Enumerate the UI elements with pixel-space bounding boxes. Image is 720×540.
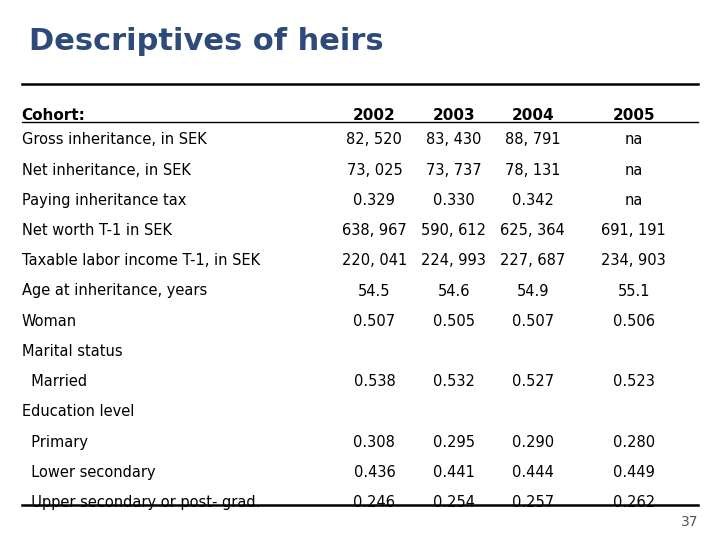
Text: 88, 791: 88, 791 (505, 132, 561, 147)
Text: 0.538: 0.538 (354, 374, 395, 389)
Text: Primary: Primary (22, 435, 88, 450)
Text: 0.449: 0.449 (613, 465, 654, 480)
Text: Marital status: Marital status (22, 344, 122, 359)
Text: 0.330: 0.330 (433, 193, 474, 208)
Text: 0.290: 0.290 (512, 435, 554, 450)
Text: 54.6: 54.6 (437, 284, 470, 299)
Text: 55.1: 55.1 (617, 284, 650, 299)
Text: na: na (624, 132, 643, 147)
Text: 82, 520: 82, 520 (346, 132, 402, 147)
Text: na: na (624, 193, 643, 208)
Text: 37: 37 (681, 515, 698, 529)
Text: Taxable labor income T-1, in SEK: Taxable labor income T-1, in SEK (22, 253, 260, 268)
Text: 0.280: 0.280 (613, 435, 654, 450)
Text: 0.308: 0.308 (354, 435, 395, 450)
Text: Woman: Woman (22, 314, 77, 329)
Text: 220, 041: 220, 041 (342, 253, 407, 268)
Text: Net worth T-1 in SEK: Net worth T-1 in SEK (22, 223, 171, 238)
Text: 0.507: 0.507 (512, 314, 554, 329)
Text: 227, 687: 227, 687 (500, 253, 565, 268)
Text: 625, 364: 625, 364 (500, 223, 565, 238)
Text: 0.254: 0.254 (433, 495, 474, 510)
Text: 0.295: 0.295 (433, 435, 474, 450)
Text: Paying inheritance tax: Paying inheritance tax (22, 193, 186, 208)
Text: 0.257: 0.257 (512, 495, 554, 510)
Text: 2004: 2004 (511, 108, 554, 123)
Text: 691, 191: 691, 191 (601, 223, 666, 238)
Text: 54.5: 54.5 (358, 284, 391, 299)
Text: Descriptives of heirs: Descriptives of heirs (29, 27, 384, 56)
Text: 0.507: 0.507 (354, 314, 395, 329)
Text: 0.444: 0.444 (512, 465, 554, 480)
Text: 2005: 2005 (612, 108, 655, 123)
Text: Age at inheritance, years: Age at inheritance, years (22, 284, 207, 299)
Text: 0.441: 0.441 (433, 465, 474, 480)
Text: Upper secondary or post- grad.: Upper secondary or post- grad. (22, 495, 260, 510)
Text: 83, 430: 83, 430 (426, 132, 481, 147)
Text: Lower secondary: Lower secondary (22, 465, 156, 480)
Text: Gross inheritance, in SEK: Gross inheritance, in SEK (22, 132, 207, 147)
Text: 224, 993: 224, 993 (421, 253, 486, 268)
Text: Education level: Education level (22, 404, 134, 420)
Text: 0.505: 0.505 (433, 314, 474, 329)
Text: 0.506: 0.506 (613, 314, 654, 329)
Text: Cohort:: Cohort: (22, 108, 86, 123)
Text: 73, 737: 73, 737 (426, 163, 482, 178)
Text: 0.527: 0.527 (512, 374, 554, 389)
Text: 0.436: 0.436 (354, 465, 395, 480)
Text: 54.9: 54.9 (516, 284, 549, 299)
Text: na: na (624, 163, 643, 178)
Text: 0.532: 0.532 (433, 374, 474, 389)
Text: 234, 903: 234, 903 (601, 253, 666, 268)
Text: 0.523: 0.523 (613, 374, 654, 389)
Text: 73, 025: 73, 025 (346, 163, 402, 178)
Text: 0.262: 0.262 (613, 495, 654, 510)
Text: 0.342: 0.342 (512, 193, 554, 208)
Text: 0.246: 0.246 (354, 495, 395, 510)
Text: 590, 612: 590, 612 (421, 223, 486, 238)
Text: 78, 131: 78, 131 (505, 163, 561, 178)
Text: Net inheritance, in SEK: Net inheritance, in SEK (22, 163, 191, 178)
Text: 638, 967: 638, 967 (342, 223, 407, 238)
Text: 0.329: 0.329 (354, 193, 395, 208)
Text: Married: Married (22, 374, 86, 389)
Text: 2003: 2003 (432, 108, 475, 123)
Text: 2002: 2002 (353, 108, 396, 123)
